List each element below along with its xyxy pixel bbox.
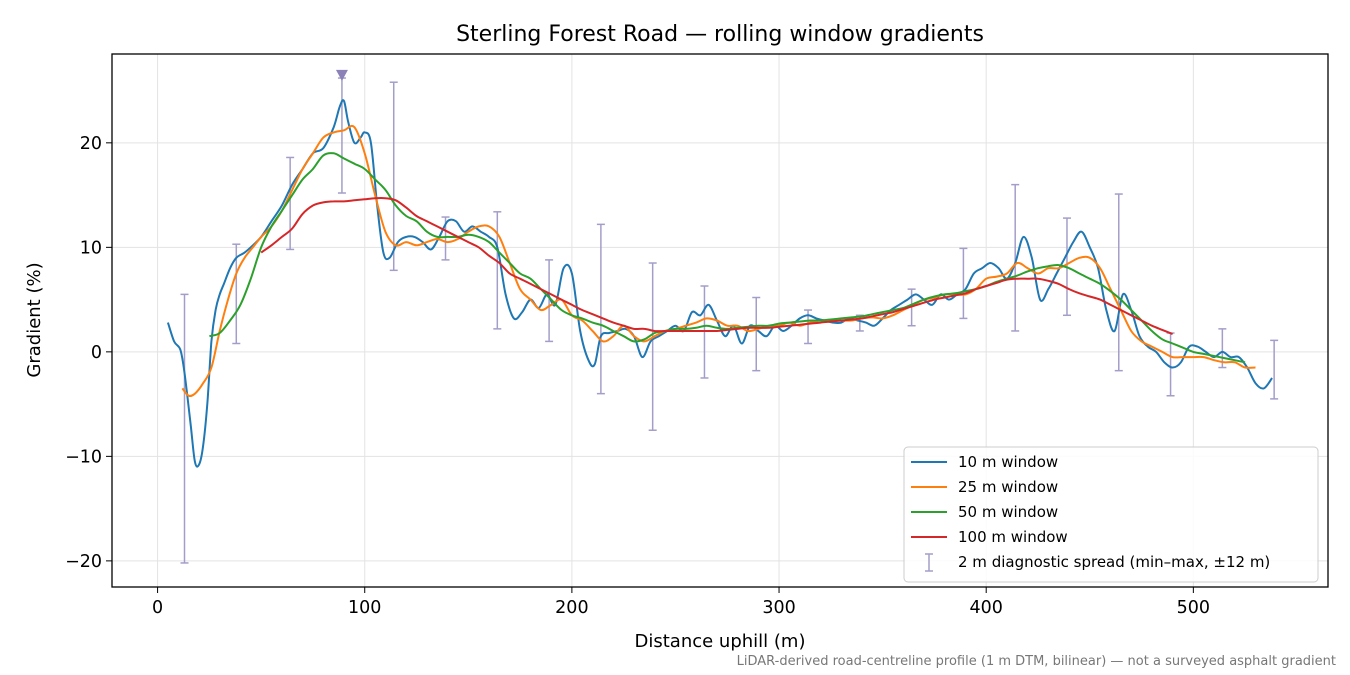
legend-label-25m: 25 m window: [958, 478, 1058, 496]
y-tick-label: −20: [65, 552, 102, 572]
legend-swatch-errorbar: [925, 553, 933, 572]
y-tick-label: 0: [91, 343, 102, 363]
x-tick-label: 0: [152, 598, 163, 618]
legend-box: [903, 446, 1319, 583]
x-tick-label: 300: [762, 598, 795, 618]
y-tick-label: −10: [65, 447, 102, 467]
series-line-1: [181, 124, 1256, 398]
legend-label-50m: 50 m window: [958, 503, 1058, 521]
x-tick-label: 400: [969, 598, 1002, 618]
legend: 10 m window 25 m window 50 m window 100 …: [903, 446, 1319, 583]
x-tick-label: 100: [348, 598, 381, 618]
x-tick-label: 500: [1177, 598, 1210, 618]
y-axis-ticks: −20 −10 0 10 20: [65, 134, 112, 572]
peak-marker: [335, 69, 348, 81]
y-axis-label: Gradient (%): [24, 262, 45, 377]
plot-frame: [111, 53, 1329, 588]
x-axis-ticks: 0 100 200 300 400 500: [152, 587, 1210, 618]
chart-title: Sterling Forest Road — rolling window gr…: [456, 22, 984, 47]
diagnostic-error-bars: [180, 77, 1279, 564]
series-line-3: [260, 197, 1173, 336]
legend-label-100m: 100 m window: [958, 528, 1068, 546]
series-line-0: [166, 99, 1273, 468]
x-axis-label: Distance uphill (m): [635, 631, 806, 652]
series-lines: [166, 99, 1273, 468]
y-tick-label: 20: [80, 134, 102, 154]
legend-label-errorbar: 2 m diagnostic spread (min–max, ±12 m): [958, 553, 1270, 571]
y-tick-label: 10: [80, 238, 102, 258]
peak-marker-group: [335, 69, 348, 81]
footnote: LiDAR-derived road-centreline profile (1…: [737, 654, 1336, 669]
x-tick-label: 200: [555, 598, 588, 618]
legend-label-10m: 10 m window: [958, 453, 1058, 471]
